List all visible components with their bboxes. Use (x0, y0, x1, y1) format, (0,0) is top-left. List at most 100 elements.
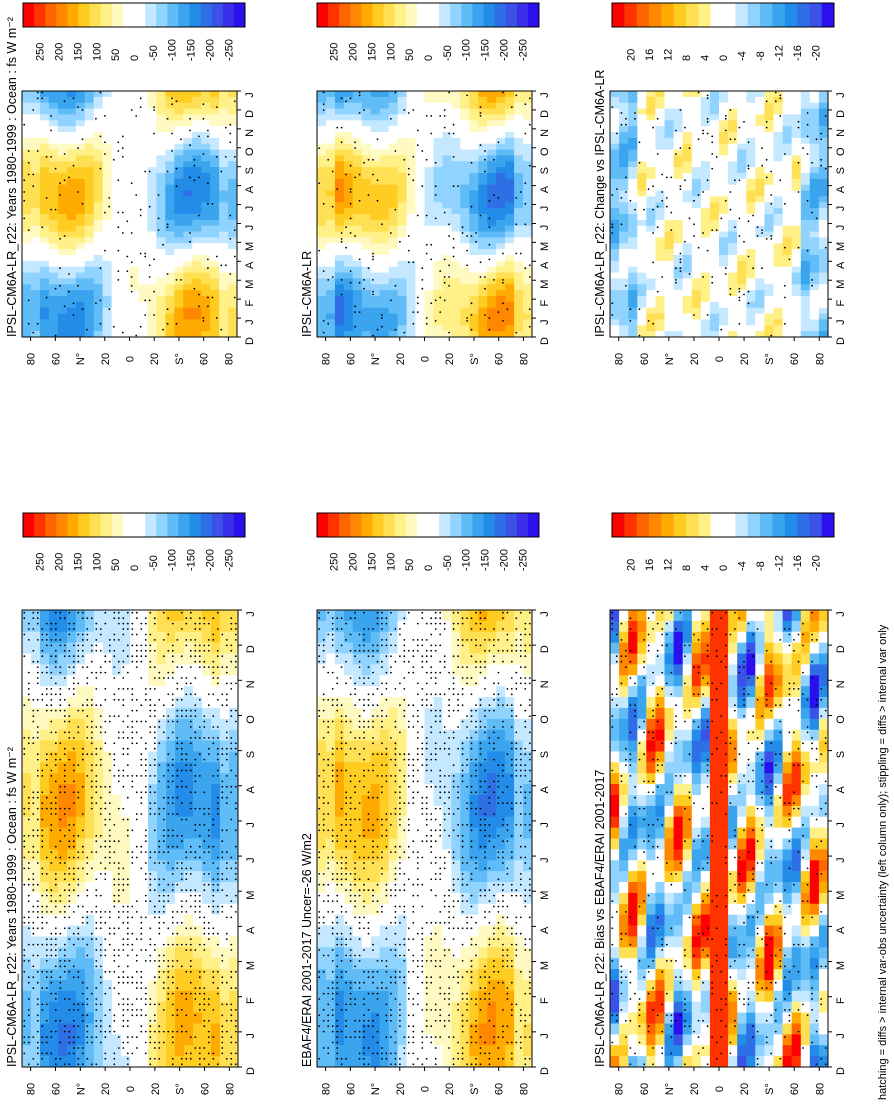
lat-tick-label: S° (174, 353, 186, 365)
heatmap-cell (121, 610, 130, 621)
stipple-dot (524, 133, 526, 135)
stipple-dot (661, 174, 663, 176)
colorbar-swatch (772, 513, 785, 537)
heatmap-cell (674, 284, 684, 290)
stipple-dot (680, 147, 682, 149)
heatmap-cell (229, 871, 238, 882)
stipple-dot (453, 133, 455, 135)
heatmap-cell (85, 243, 94, 249)
heatmap-cell (40, 632, 49, 643)
stipple-dot (702, 232, 704, 234)
heatmap-cell (157, 849, 166, 860)
heatmap-cell (76, 817, 85, 828)
colorbar-swatch (317, 3, 328, 27)
heatmap-cell (31, 273, 40, 279)
heatmap-cell (130, 860, 139, 871)
heatmap-cell (646, 155, 656, 161)
heatmap-cell (496, 302, 505, 308)
stipple-dot (95, 118, 97, 120)
heatmap-cell (460, 278, 469, 284)
heatmap-cell (156, 155, 165, 161)
heatmap-cell (416, 167, 425, 173)
heatmap-cell (31, 144, 40, 150)
heatmap-cell (487, 278, 496, 284)
heatmap-cell (22, 1056, 31, 1067)
colorbar-tick-label: 50 (404, 559, 416, 571)
heatmap-cell (344, 314, 353, 320)
heatmap-cell (31, 643, 40, 654)
heatmap-cell (147, 91, 156, 97)
heatmap-cell (183, 296, 192, 302)
heatmap-cell (130, 697, 139, 708)
heatmap-cell (76, 150, 85, 156)
heatmap-cell (31, 632, 40, 643)
heatmap-cell (67, 273, 76, 279)
heatmap-cell (523, 255, 532, 261)
heatmap-cell (228, 191, 237, 197)
heatmap-cell (451, 161, 460, 167)
heatmap-cell (22, 958, 31, 969)
colorbar-swatch (450, 513, 461, 537)
stipple-dot (32, 174, 34, 176)
heatmap-cell (184, 686, 193, 697)
heatmap-cell (317, 331, 326, 337)
heatmap-cell (737, 220, 747, 226)
heatmap-cell (719, 237, 729, 243)
heatmap-cell (219, 237, 228, 243)
heatmap-cell (371, 202, 380, 208)
heatmap-cell (165, 179, 174, 185)
heatmap-cell (184, 893, 193, 904)
heatmap-cell (819, 226, 829, 232)
heatmap-cell (619, 150, 629, 156)
heatmap-cell (819, 97, 829, 103)
colorbar-swatch (90, 3, 101, 27)
stipple-dot (37, 323, 39, 325)
heatmap-cell (85, 150, 94, 156)
heatmap-cell (94, 817, 103, 828)
heatmap-cell (147, 208, 156, 214)
heatmap-cell (31, 155, 40, 161)
heatmap-cell (380, 179, 389, 185)
heatmap-cell (175, 1002, 184, 1013)
heatmap-cell (40, 697, 49, 708)
heatmap-cell (764, 185, 774, 191)
heatmap-cell (94, 621, 103, 632)
heatmap-cell (58, 255, 67, 261)
heatmap-cell (451, 331, 460, 337)
heatmap-cell (335, 138, 344, 144)
heatmap-cell (49, 1045, 58, 1056)
heatmap-cell (67, 319, 76, 325)
heatmap-cell (220, 915, 229, 926)
heatmap-cell (76, 839, 85, 850)
heatmap-cell (674, 103, 684, 109)
heatmap-cell (335, 296, 344, 302)
stipple-dot (359, 95, 361, 97)
stipple-dot (684, 241, 686, 243)
heatmap-cell (31, 741, 40, 752)
heatmap-cell (710, 208, 720, 214)
heatmap-cell (478, 144, 487, 150)
heatmap-cell (139, 103, 148, 109)
heatmap-cell (646, 261, 656, 267)
heatmap-cell (139, 226, 148, 232)
heatmap-cell (442, 132, 451, 138)
heatmap-cell (210, 284, 219, 290)
colorbar-tick-label: -16 (792, 555, 804, 571)
heatmap-cell (76, 947, 85, 958)
heatmap-cell (31, 947, 40, 958)
heatmap-cell (40, 261, 49, 267)
heatmap-cell (746, 196, 756, 202)
heatmap-cell (719, 255, 729, 261)
heatmap-cell (610, 331, 620, 337)
stipple-dot (739, 179, 741, 181)
heatmap-cell (103, 109, 112, 115)
heatmap-cell (202, 741, 211, 752)
stipple-dot (639, 141, 641, 143)
lat-tick-label: 60 (639, 353, 651, 365)
heatmap-cell (665, 261, 675, 267)
heatmap-cell (380, 314, 389, 320)
stipple-dot (104, 141, 106, 143)
heatmap-cell (139, 980, 148, 991)
heatmap-cell (737, 91, 747, 97)
